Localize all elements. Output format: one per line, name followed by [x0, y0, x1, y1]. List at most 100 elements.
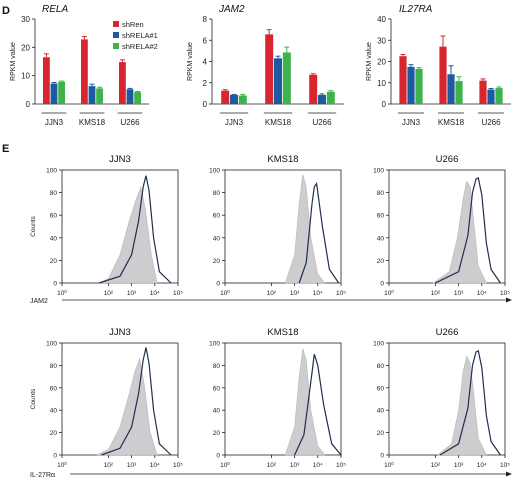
bar [447, 74, 455, 104]
row-axis-label-group: IL-27Rα [30, 471, 512, 479]
x-tick-label: 10⁴ [150, 290, 160, 297]
x-tick-label: 10⁴ [313, 290, 323, 297]
plot-frame [388, 342, 506, 456]
control-histogram [436, 355, 487, 456]
legend-label: shRELA#1 [122, 31, 158, 40]
bar [455, 81, 463, 104]
y-axis-label: Counts [30, 215, 37, 236]
arrow-head [506, 471, 512, 477]
y-tick-label: 40 [377, 408, 385, 415]
x-tick-label: 10³ [454, 462, 464, 469]
y-tick-label: 40 [50, 235, 58, 242]
y-tick-label: 60 [377, 385, 385, 392]
stained-histogram [101, 347, 172, 456]
control-histogram [98, 185, 158, 284]
y-tick-label: 40 [377, 235, 385, 242]
bar [415, 68, 423, 104]
x-tick-label: 10⁵ [500, 290, 510, 297]
legend-swatch [113, 32, 119, 38]
stained-histogram [435, 177, 501, 284]
bar-chart-rela: RELA 0 10 20 30 RPKM value JJN3 KMS18 U266 [10, 4, 149, 127]
histogram-jjn3: JJN3 0 20 40 60 80 100 10⁰ 10² 10³ 10⁴ 10⁵ Counts [30, 327, 183, 469]
arrow-head [506, 297, 512, 303]
y-tick-label: 20 [377, 58, 386, 67]
stained-histogram [439, 349, 501, 456]
y-axis-label: RPKM value [10, 42, 17, 81]
bar [88, 86, 96, 104]
y-tick-label: 100 [46, 168, 57, 175]
category-label: JJN3 [402, 118, 421, 127]
x-tick-label: 10⁴ [150, 462, 160, 469]
category-label: U266 [481, 118, 501, 127]
x-tick-label: 10² [104, 290, 114, 297]
y-tick-label: 8 [203, 15, 208, 24]
y-tick-label: 40 [50, 408, 58, 415]
bar [134, 92, 141, 104]
histogram-kms18: KMS18 0 20 40 60 80 100 10⁰ 10² 10³ 10⁴ 10⁵ [209, 154, 346, 297]
x-tick-label: 10⁵ [336, 290, 346, 297]
y-tick-label: 20 [50, 258, 58, 265]
control-histogram [96, 357, 158, 456]
bar [43, 57, 50, 104]
x-tick-label: 10³ [290, 290, 300, 297]
histogram-title: U266 [436, 154, 459, 165]
y-tick-label: 20 [213, 258, 221, 265]
x-tick-label: 10³ [127, 462, 137, 469]
chart-title: RELA [42, 4, 68, 15]
histogram-u266: U266 0 20 40 60 80 100 10⁰ 10² 10³ 10⁴ 10⁵ [373, 154, 510, 297]
legend: shRen shRELA#1 shRELA#2 [113, 20, 158, 51]
category-label: U266 [120, 118, 140, 127]
y-tick-label: 100 [46, 341, 57, 348]
y-tick-label: 20 [50, 430, 58, 437]
y-tick-label: 40 [213, 408, 221, 415]
bar [309, 74, 318, 104]
bar [318, 94, 326, 104]
legend-label: shRELA#2 [122, 42, 158, 51]
histogram-u266: U266 0 20 40 60 80 100 10⁰ 10² 10³ 10⁴ 10⁵ [373, 327, 510, 469]
y-tick-label: 80 [377, 363, 385, 370]
y-tick-label: 10 [21, 72, 30, 81]
legend-swatch [113, 43, 119, 49]
y-tick-label: 100 [373, 341, 384, 348]
y-tick-label: 80 [213, 363, 221, 370]
x-tick-label: 10⁵ [173, 462, 183, 469]
bar-chart-jam2: JAM2 0 2 4 6 8 RPKM value JJN3 KMS18 U266 [187, 4, 344, 127]
y-tick-label: 60 [50, 385, 58, 392]
chart-title: JAM2 [218, 4, 245, 15]
histogram-jjn3: JJN3 0 20 40 60 80 100 10⁰ 10² 10³ 10⁴ 10⁵ Counts [30, 154, 183, 297]
bar [399, 56, 407, 104]
x-tick-label: 10³ [290, 462, 300, 469]
control-histogram [284, 174, 326, 284]
plot-frame [224, 342, 342, 456]
stained-histogram [98, 175, 172, 284]
bar [265, 34, 274, 104]
category-label: JJN3 [225, 118, 244, 127]
legend-swatch [113, 21, 119, 27]
bar [50, 83, 58, 104]
bar [126, 89, 134, 104]
x-tick-label: 10⁵ [336, 462, 346, 469]
x-tick-label: 10³ [127, 290, 137, 297]
category-label: KMS18 [265, 118, 292, 127]
y-tick-label: 6 [203, 36, 208, 45]
stained-histogram [298, 181, 340, 284]
x-tick-label: 10⁴ [477, 462, 487, 469]
y-tick-label: 30 [21, 15, 30, 24]
row-axis-label: IL-27Rα [30, 472, 55, 479]
stained-histogram [294, 354, 342, 456]
y-tick-label: 40 [213, 235, 221, 242]
y-axis-label: Counts [30, 388, 37, 409]
flow-histograms: JJN3 0 20 40 60 80 100 10⁰ 10² 10³ 10⁴ 10⁵ Counts KMS… [30, 154, 512, 479]
bar [230, 94, 238, 104]
bar [326, 91, 335, 104]
y-axis-label: RPKM value [187, 42, 194, 81]
bar [282, 52, 291, 104]
y-tick-label: 80 [50, 363, 58, 370]
x-tick-label: 10⁰ [220, 289, 230, 297]
x-tick-label: 10⁰ [57, 461, 67, 469]
histogram-kms18: KMS18 0 20 40 60 80 100 10⁰ 10² 10³ 10⁴ 10⁵ [209, 327, 346, 469]
x-tick-label: 10⁰ [384, 461, 394, 469]
y-tick-label: 80 [377, 190, 385, 197]
bar [487, 89, 495, 104]
